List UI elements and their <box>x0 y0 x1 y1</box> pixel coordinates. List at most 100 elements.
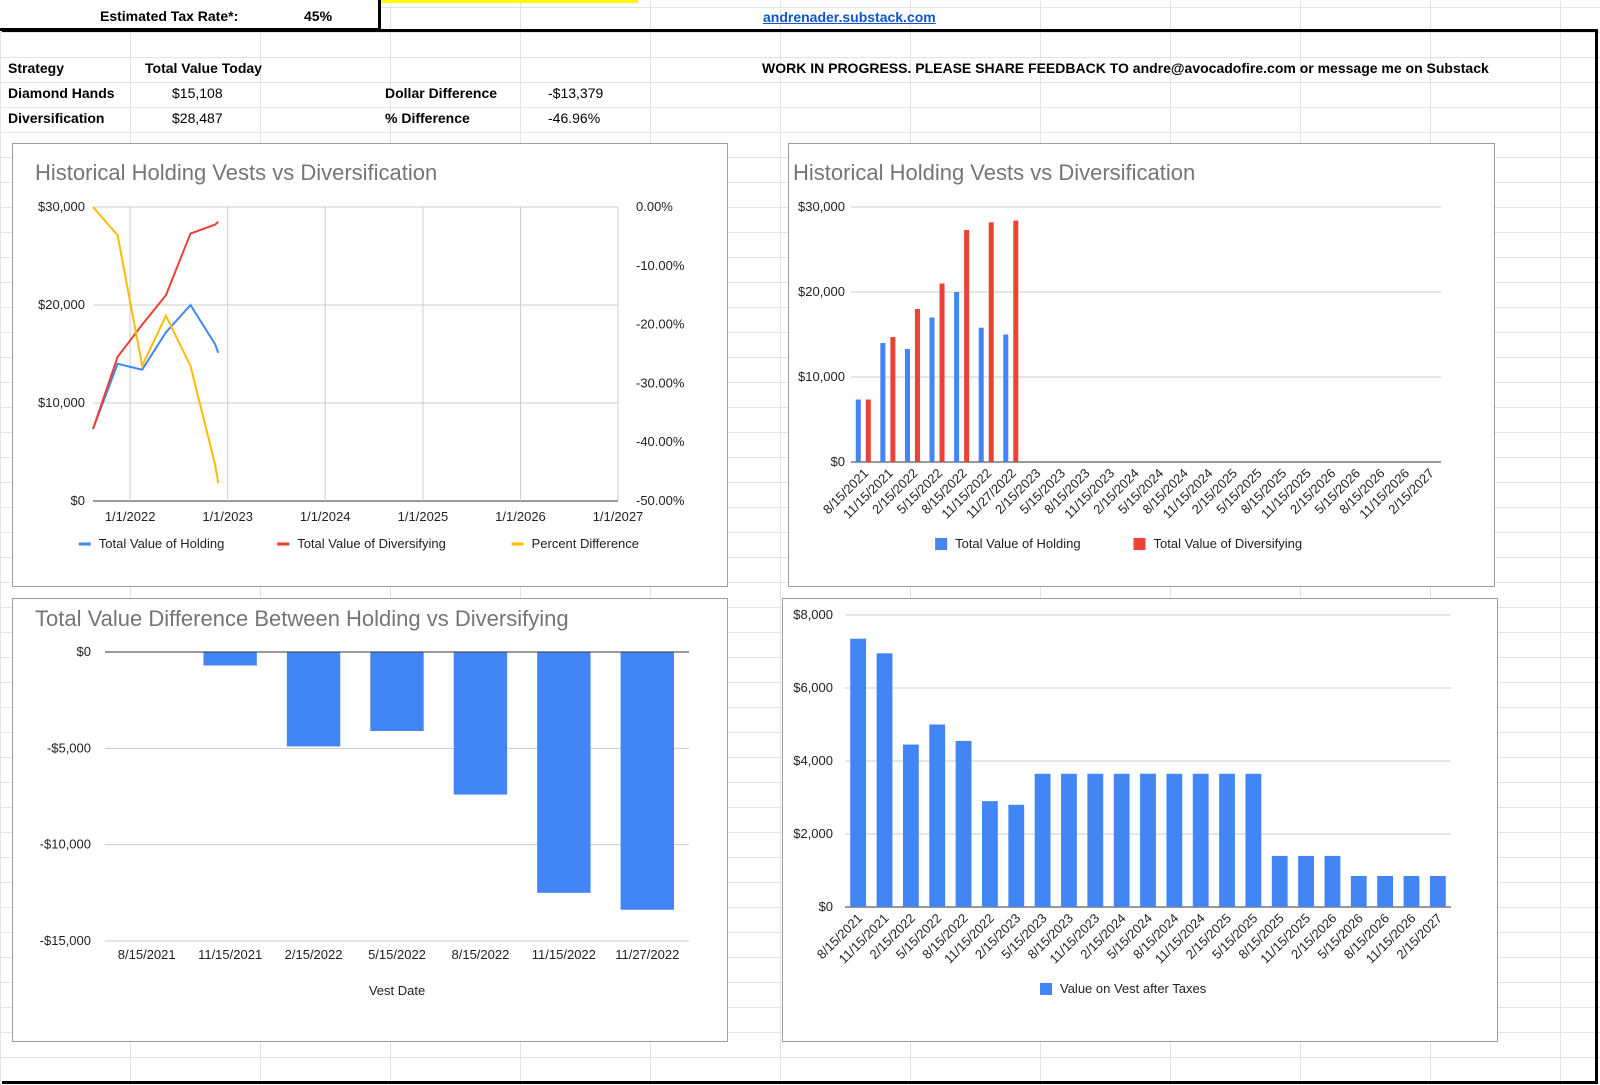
y-left-tick-label: $30,000 <box>38 199 85 214</box>
x-tick-label: 2/15/2022 <box>285 947 343 962</box>
bar <box>1192 773 1209 907</box>
bar <box>978 327 984 462</box>
y-tick-label: $0 <box>831 454 845 469</box>
y-tick-label: $0 <box>77 644 91 659</box>
grouped-bar-chart[interactable]: Historical Holding Vests vs Diversificat… <box>788 143 1495 587</box>
y-left-tick-label: $10,000 <box>38 395 85 410</box>
bar <box>904 348 910 462</box>
y-right-tick-label: -20.00% <box>636 317 685 332</box>
bar <box>988 222 994 462</box>
bar <box>203 652 257 666</box>
dollar-difference-value[interactable]: -$13,379 <box>548 85 604 101</box>
y-tick-label: $8,000 <box>793 607 833 622</box>
y-right-tick-label: -30.00% <box>636 375 685 390</box>
bar <box>1008 804 1025 907</box>
tax-rate-label: Estimated Tax Rate*: <box>100 8 239 24</box>
chart-title: Total Value Difference Between Holding v… <box>35 606 569 631</box>
bar <box>1403 875 1420 907</box>
highlighted-cell <box>380 0 638 3</box>
x-tick-label: 8/15/2022 <box>452 947 510 962</box>
diversification-value[interactable]: $28,487 <box>172 110 223 126</box>
bar <box>1298 855 1314 907</box>
dashboard-border <box>2 29 1598 1084</box>
x-tick-label: 1/1/2027 <box>593 509 644 524</box>
bar <box>964 229 970 462</box>
line-chart-svg: Historical Holding Vests vs Diversificat… <box>35 160 685 551</box>
bar <box>890 337 896 462</box>
bar <box>914 309 920 462</box>
legend-label: Percent Difference <box>532 536 639 551</box>
substack-link[interactable]: andrenader.substack.com <box>763 9 936 25</box>
bar <box>1003 334 1009 462</box>
bar <box>1140 773 1156 907</box>
grouped-bar-chart-svg: Historical Holding Vests vs Diversificat… <box>793 160 1441 551</box>
dollar-difference-label: Dollar Difference <box>385 85 498 101</box>
vest-bar-chart[interactable]: $0 $2,000 $4,000 $6,000 $8,000 8/15/2021 11/15… <box>782 598 1498 1042</box>
y-left-tick-label: $0 <box>71 493 85 508</box>
bar <box>1377 875 1394 907</box>
bar <box>453 652 508 795</box>
y-tick-label: $20,000 <box>798 284 845 299</box>
bar <box>855 399 861 462</box>
bar <box>1013 220 1019 462</box>
bar <box>876 653 893 907</box>
legend-label: Total Value of Diversifying <box>297 536 446 551</box>
diamond-hands-value[interactable]: $15,108 <box>172 85 223 101</box>
bar <box>1113 773 1130 907</box>
y-tick-label: -$5,000 <box>47 740 91 755</box>
total-value-header: Total Value Today <box>145 60 262 76</box>
legend-swatch <box>935 538 948 550</box>
bar <box>1034 773 1051 907</box>
x-tick-label: 1/1/2024 <box>300 509 351 524</box>
y-right-tick-label: -10.00% <box>636 258 685 273</box>
bar <box>954 292 960 462</box>
feedback-notice: WORK IN PROGRESS. PLEASE SHARE FEEDBACK … <box>762 60 1489 76</box>
y-tick-label: $4,000 <box>793 753 833 768</box>
y-right-tick-label: -50.00% <box>636 493 685 508</box>
bar <box>955 740 972 907</box>
bar <box>939 283 945 462</box>
bar <box>865 399 871 462</box>
y-tick-label: $6,000 <box>793 680 833 695</box>
bar <box>902 744 919 907</box>
chart-title: Historical Holding Vests vs Diversificat… <box>793 160 1195 185</box>
bar <box>1429 875 1446 907</box>
legend-label: Total Value of Holding <box>955 536 1081 551</box>
bar <box>537 652 591 893</box>
bar <box>982 801 998 907</box>
y-tick-label: -$10,000 <box>40 837 91 852</box>
y-right-tick-label: -40.00% <box>636 434 685 449</box>
bar <box>620 652 674 910</box>
line-chart[interactable]: Historical Holding Vests vs Diversificat… <box>12 143 728 587</box>
tax-rate-value[interactable]: 45% <box>304 8 333 24</box>
x-tick-label: 8/15/2021 <box>118 947 176 962</box>
y-tick-label: $30,000 <box>798 199 845 214</box>
bar <box>929 724 946 907</box>
legend-label: Total Value of Diversifying <box>1154 536 1303 551</box>
series-line <box>92 303 220 430</box>
legend-label: Total Value of Holding <box>99 536 225 551</box>
bar <box>929 317 935 462</box>
bar <box>880 343 886 462</box>
x-tick-label: 1/1/2026 <box>495 509 546 524</box>
vest-bar-chart-svg: $0$2,000$4,000$6,000$8,0008/15/202111/15… <box>793 607 1451 996</box>
y-tick-label: -$15,000 <box>40 933 91 948</box>
diversification-label: Diversification <box>8 110 105 126</box>
y-tick-label: $2,000 <box>793 826 833 841</box>
percent-difference-value[interactable]: -46.96% <box>548 110 601 126</box>
x-axis-title: Vest Date <box>369 983 425 998</box>
y-tick-label: $10,000 <box>798 369 845 384</box>
bar <box>1350 875 1367 907</box>
bar <box>1271 855 1288 907</box>
x-tick-label: 11/27/2022 <box>615 947 679 962</box>
x-tick-label: 5/15/2022 <box>368 947 426 962</box>
bar <box>1087 773 1104 907</box>
bar <box>1324 855 1341 907</box>
y-left-tick-label: $20,000 <box>38 297 85 312</box>
legend-label: Value on Vest after Taxes <box>1060 981 1207 996</box>
difference-bar-chart[interactable]: Total Value Difference Between Holding v… <box>12 598 728 1042</box>
strategy-header: Strategy <box>8 60 65 76</box>
x-tick-label: 1/1/2023 <box>202 509 253 524</box>
series-line <box>92 206 220 484</box>
x-tick-label: 11/15/2022 <box>532 947 596 962</box>
